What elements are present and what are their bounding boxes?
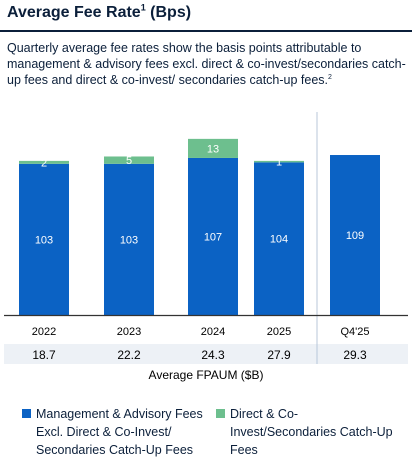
bar-2024-series-1 — [188, 157, 238, 315]
data-label-2023-series-2: 5 — [126, 155, 132, 167]
data-label-2024-series-1: 107 — [204, 231, 222, 243]
x-tick-label-2023: 2023 — [117, 326, 141, 338]
legend-item-management-fees: Management & Advisory Fees Excl. Direct … — [22, 405, 212, 465]
legend-item-catch-up-fees: Direct & Co- Invest/Secondaries Catch-Up… — [216, 405, 406, 465]
bar-2023-series-1 — [104, 163, 154, 315]
bar-2023-series-2 — [104, 156, 154, 164]
x-tick-label-2025: 2025 — [267, 326, 291, 338]
fpaum-value-q4-25: 29.3 — [343, 348, 367, 362]
legend-label-catch-up-fees: Direct & Co- Invest/Secondaries Catch-Up… — [230, 407, 393, 457]
x-tick-label-2024: 2024 — [201, 326, 225, 338]
data-label-2022-series-1: 103 — [35, 234, 53, 246]
chart-title: Average Fee Rate1 (Bps) — [7, 2, 192, 21]
bar-2022-series-1 — [19, 163, 69, 315]
title-divider — [0, 30, 412, 32]
data-label-q4-25-series-1: 109 — [346, 230, 364, 242]
x-tick-label-q4-25: Q4'25 — [340, 326, 369, 338]
fpaum-row-label: Average FPAUM ($B) — [149, 368, 264, 382]
fpaum-value-2024: 24.3 — [201, 348, 225, 362]
fpaum-value-2022: 18.7 — [32, 348, 56, 362]
fpaum-value-2023: 22.2 — [117, 348, 141, 362]
data-label-2023-series-1: 103 — [120, 234, 138, 246]
legend-swatch-catch-up-fees — [216, 409, 225, 418]
x-tick-label-2022: 2022 — [32, 326, 56, 338]
fpaum-row-band — [4, 344, 408, 364]
fpaum-value-2025: 27.9 — [267, 348, 291, 362]
bar-2025-series-1 — [254, 162, 304, 315]
bar-q4-25-series-1 — [330, 155, 380, 315]
bar-2024-series-2 — [188, 138, 238, 158]
legend-swatch-management-fees — [22, 409, 31, 418]
bar-2025-series-2 — [254, 160, 304, 163]
data-label-2024-series-2: 13 — [207, 143, 219, 155]
legend-label-management-fees: Management & Advisory Fees Excl. Direct … — [36, 407, 203, 457]
data-label-2025-series-2: 1 — [276, 157, 282, 169]
bar-2022-series-2 — [19, 160, 69, 164]
stacked-bar-chart: 103 2 2022 18.7 103 5 2023 22.2 107 13 2024 24.3 104… — [4, 112, 408, 382]
chart-subtitle: Quarterly average fee rates show the bas… — [7, 41, 406, 87]
data-label-2022-series-2: 2 — [41, 157, 47, 169]
data-label-2025-series-1: 104 — [270, 234, 288, 246]
